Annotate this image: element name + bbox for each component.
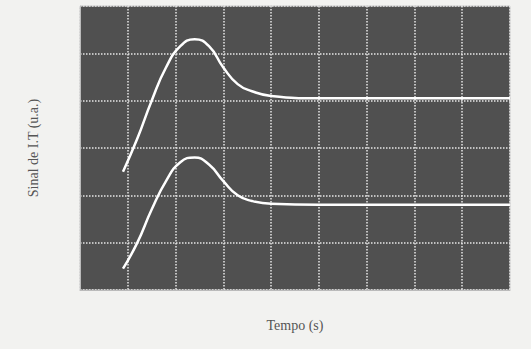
- svg-text:Sinal de I.T (u.a.): Sinal de I.T (u.a.): [26, 98, 42, 197]
- svg-text:Tempo (s): Tempo (s): [267, 318, 324, 334]
